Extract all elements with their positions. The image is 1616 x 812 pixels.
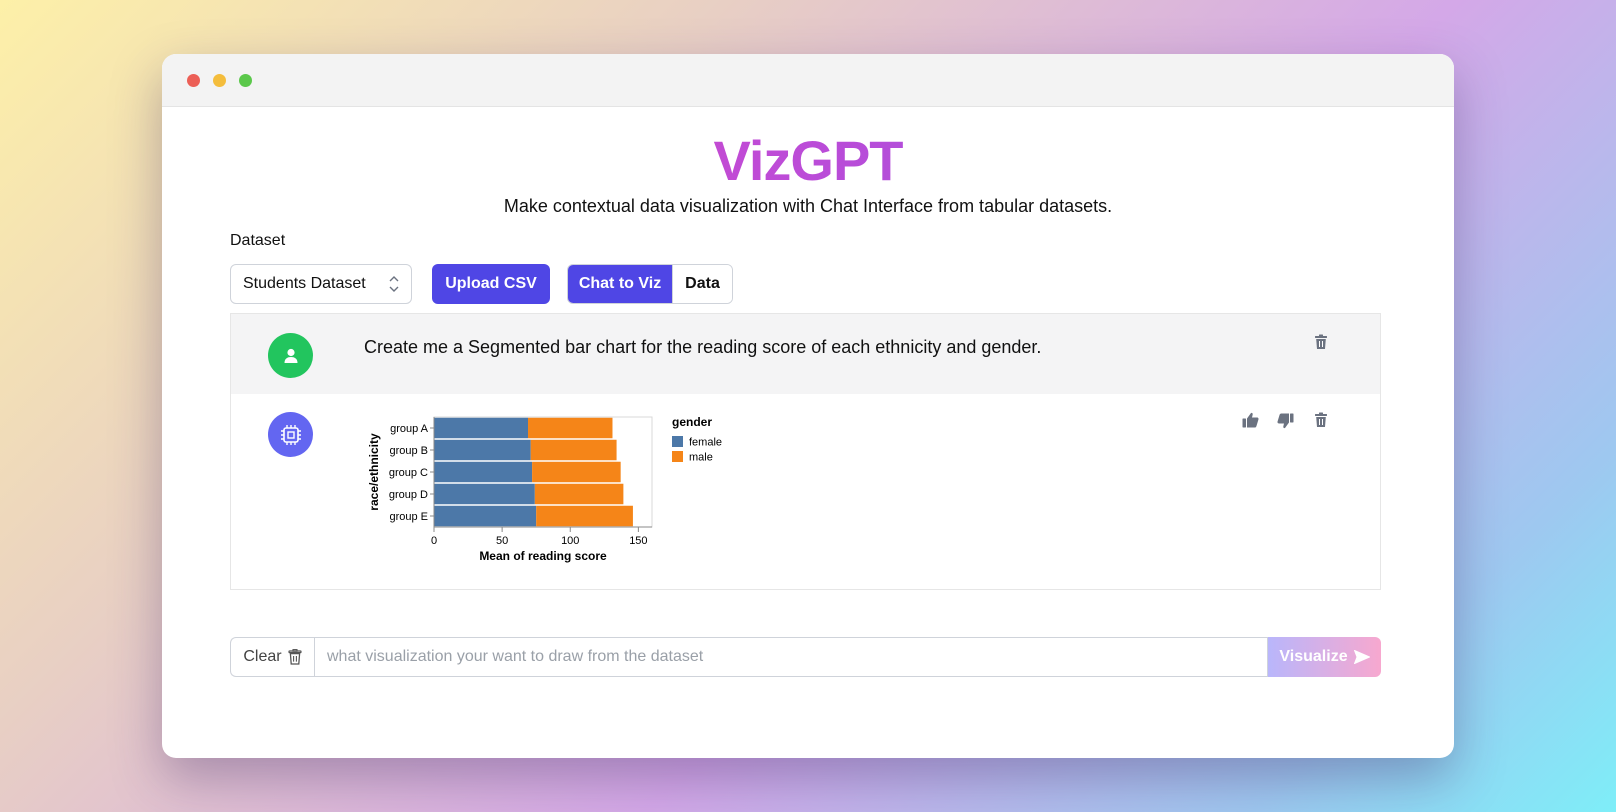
legend-swatch-female (672, 436, 683, 447)
prompt-bar: Clear Visualize (230, 637, 1381, 677)
bar-male-group-E (536, 505, 633, 527)
x-tick-label: 100 (561, 535, 579, 547)
thumbs-down-button[interactable] (1275, 411, 1295, 431)
user-message: Create me a Segmented bar chart for the … (231, 314, 1380, 394)
visualize-button-label: Visualize (1279, 648, 1348, 665)
minimize-window-button[interactable] (213, 74, 226, 87)
bot-avatar (268, 412, 313, 457)
user-icon (284, 348, 297, 363)
y-axis-title: race/ethnicity (367, 433, 381, 511)
y-tick-label: group C (389, 467, 428, 479)
dataset-label: Dataset (230, 232, 286, 249)
bar-female-group-A (434, 417, 529, 439)
thumbs-down-icon (1276, 413, 1293, 429)
bar-female-group-C (434, 461, 533, 483)
brand-title: VizGPT (162, 128, 1454, 193)
bar-female-group-B (434, 439, 531, 461)
y-tick-label: group B (389, 445, 428, 457)
delete-user-message-button[interactable] (1311, 332, 1331, 352)
tab-data[interactable]: Data (672, 265, 732, 303)
close-window-button[interactable] (187, 74, 200, 87)
visualize-button[interactable]: Visualize (1268, 637, 1381, 677)
prompt-input[interactable] (314, 637, 1268, 677)
chevron-up-down-icon (389, 276, 399, 292)
x-axis-title: Mean of reading score (479, 549, 607, 563)
legend-label-male: male (689, 452, 713, 464)
title-bar (162, 54, 1454, 107)
chart-svg: group A group B group C group D group E0 50 10… (367, 415, 722, 563)
bar-male-group-C (532, 461, 621, 483)
trash-icon (1315, 412, 1327, 427)
delete-bot-message-button[interactable] (1311, 410, 1331, 430)
clear-button-label: Clear (243, 648, 282, 665)
thumbs-up-button[interactable] (1240, 410, 1260, 430)
y-tick-label: group A (390, 423, 429, 435)
legend-label-female: female (689, 437, 722, 449)
view-tabs: Chat to Viz Data (567, 264, 733, 304)
cpu-chip-icon (280, 424, 301, 445)
y-tick-label: group E (389, 511, 428, 523)
x-tick-label: 150 (629, 535, 647, 547)
tab-chat-to-viz[interactable]: Chat to Viz (568, 265, 672, 303)
chat-panel: Create me a Segmented bar chart for the … (230, 313, 1381, 590)
maximize-window-button[interactable] (239, 74, 252, 87)
user-avatar (268, 333, 313, 378)
send-icon (1353, 650, 1370, 664)
clear-button[interactable]: Clear (230, 637, 314, 677)
trash-icon (288, 649, 302, 665)
page-subtitle: Make contextual data visualization with … (503, 196, 1113, 216)
x-tick-label: 50 (496, 535, 508, 547)
bar-female-group-E (434, 505, 537, 527)
dataset-select-value: Students Dataset (243, 275, 366, 292)
user-message-text: Create me a Segmented bar chart for the … (364, 337, 1042, 357)
thumbs-up-icon (1242, 412, 1259, 428)
upload-csv-button[interactable]: Upload CSV (432, 264, 550, 304)
bar-female-group-D (434, 483, 535, 505)
dataset-select[interactable]: Students Dataset (230, 264, 412, 304)
bar-male-group-A (528, 417, 613, 439)
bot-message: group A group B group C group D group E 0 50 10… (231, 394, 1380, 590)
y-tick-label: group D (389, 489, 428, 501)
trash-icon (1315, 334, 1327, 349)
app-window: VizGPT Make contextual data visualizatio… (162, 54, 1454, 758)
legend-swatch-male (672, 451, 683, 462)
legend-title: gender (672, 415, 712, 429)
bar-male-group-B (530, 439, 617, 461)
bar-male-group-D (534, 483, 624, 505)
x-tick-label: 0 (431, 535, 437, 547)
segmented-bar-chart: group A group B group C group D group E 0 50 10… (364, 412, 734, 572)
